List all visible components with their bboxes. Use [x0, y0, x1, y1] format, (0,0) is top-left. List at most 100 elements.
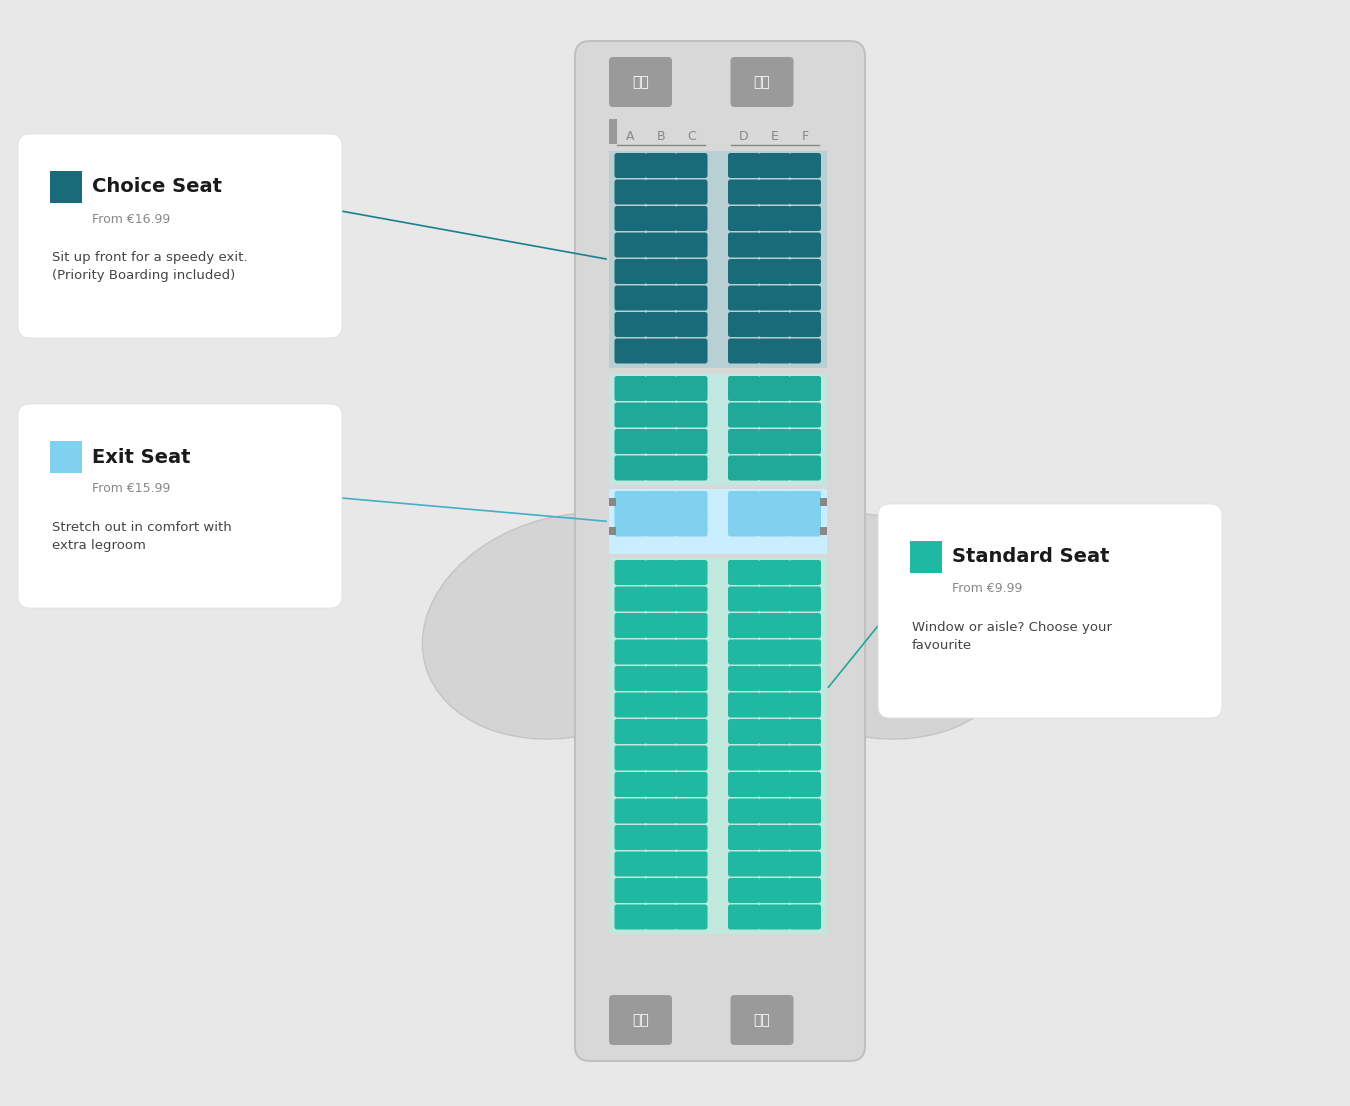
FancyBboxPatch shape — [728, 905, 760, 929]
FancyBboxPatch shape — [759, 429, 791, 453]
FancyBboxPatch shape — [18, 134, 342, 338]
Ellipse shape — [423, 513, 718, 739]
FancyBboxPatch shape — [759, 338, 791, 364]
FancyBboxPatch shape — [728, 403, 760, 428]
FancyBboxPatch shape — [645, 285, 676, 311]
FancyBboxPatch shape — [728, 878, 760, 902]
FancyBboxPatch shape — [609, 498, 616, 507]
FancyBboxPatch shape — [645, 491, 676, 517]
FancyBboxPatch shape — [788, 745, 821, 771]
FancyBboxPatch shape — [675, 456, 707, 480]
FancyBboxPatch shape — [788, 666, 821, 691]
FancyBboxPatch shape — [759, 799, 791, 824]
FancyBboxPatch shape — [614, 905, 647, 929]
FancyBboxPatch shape — [675, 429, 707, 453]
FancyBboxPatch shape — [759, 852, 791, 876]
FancyBboxPatch shape — [759, 825, 791, 851]
FancyBboxPatch shape — [759, 905, 791, 929]
FancyBboxPatch shape — [728, 852, 760, 876]
FancyBboxPatch shape — [645, 232, 676, 258]
Text: ⛹⛹: ⛹⛹ — [753, 1013, 771, 1027]
Text: Window or aisle? Choose your
favourite: Window or aisle? Choose your favourite — [913, 620, 1112, 653]
FancyBboxPatch shape — [788, 259, 821, 284]
FancyBboxPatch shape — [728, 586, 760, 612]
FancyBboxPatch shape — [675, 692, 707, 718]
FancyBboxPatch shape — [728, 719, 760, 744]
FancyBboxPatch shape — [759, 692, 791, 718]
FancyBboxPatch shape — [609, 119, 617, 144]
FancyBboxPatch shape — [675, 745, 707, 771]
FancyBboxPatch shape — [759, 491, 791, 517]
FancyBboxPatch shape — [614, 338, 647, 364]
FancyBboxPatch shape — [728, 825, 760, 851]
FancyBboxPatch shape — [759, 312, 791, 337]
Text: ⛹⛹: ⛹⛹ — [632, 1013, 649, 1027]
FancyBboxPatch shape — [18, 404, 342, 608]
FancyBboxPatch shape — [788, 312, 821, 337]
FancyBboxPatch shape — [788, 511, 821, 536]
FancyBboxPatch shape — [759, 259, 791, 284]
FancyBboxPatch shape — [675, 285, 707, 311]
FancyBboxPatch shape — [759, 666, 791, 691]
FancyBboxPatch shape — [788, 403, 821, 428]
FancyBboxPatch shape — [759, 206, 791, 231]
FancyBboxPatch shape — [788, 692, 821, 718]
FancyBboxPatch shape — [759, 403, 791, 428]
FancyBboxPatch shape — [759, 232, 791, 258]
FancyBboxPatch shape — [759, 153, 791, 178]
FancyBboxPatch shape — [645, 511, 676, 536]
FancyBboxPatch shape — [759, 745, 791, 771]
Text: E: E — [771, 131, 779, 143]
FancyBboxPatch shape — [645, 825, 676, 851]
FancyBboxPatch shape — [645, 613, 676, 638]
FancyBboxPatch shape — [788, 285, 821, 311]
Text: From €15.99: From €15.99 — [92, 482, 170, 495]
FancyBboxPatch shape — [614, 179, 647, 205]
FancyBboxPatch shape — [645, 905, 676, 929]
FancyBboxPatch shape — [614, 692, 647, 718]
FancyBboxPatch shape — [878, 504, 1222, 718]
FancyBboxPatch shape — [759, 586, 791, 612]
Text: ⛹⛹: ⛹⛹ — [753, 75, 771, 88]
FancyBboxPatch shape — [675, 613, 707, 638]
FancyBboxPatch shape — [645, 206, 676, 231]
FancyBboxPatch shape — [614, 799, 647, 824]
FancyBboxPatch shape — [819, 526, 826, 534]
FancyBboxPatch shape — [788, 338, 821, 364]
FancyBboxPatch shape — [788, 376, 821, 401]
FancyBboxPatch shape — [645, 745, 676, 771]
FancyBboxPatch shape — [614, 456, 647, 480]
FancyBboxPatch shape — [614, 772, 647, 797]
FancyBboxPatch shape — [759, 719, 791, 744]
FancyBboxPatch shape — [675, 403, 707, 428]
FancyBboxPatch shape — [675, 905, 707, 929]
FancyBboxPatch shape — [728, 491, 760, 517]
FancyBboxPatch shape — [759, 613, 791, 638]
FancyBboxPatch shape — [759, 639, 791, 665]
FancyBboxPatch shape — [675, 312, 707, 337]
FancyBboxPatch shape — [645, 692, 676, 718]
FancyBboxPatch shape — [609, 152, 826, 368]
Text: Choice Seat: Choice Seat — [92, 177, 221, 197]
Text: B: B — [656, 131, 666, 143]
FancyBboxPatch shape — [788, 719, 821, 744]
FancyBboxPatch shape — [675, 232, 707, 258]
FancyBboxPatch shape — [614, 403, 647, 428]
FancyBboxPatch shape — [819, 498, 826, 507]
FancyBboxPatch shape — [645, 852, 676, 876]
FancyBboxPatch shape — [645, 403, 676, 428]
FancyBboxPatch shape — [788, 456, 821, 480]
Text: Sit up front for a speedy exit.
(Priority Boarding included): Sit up front for a speedy exit. (Priorit… — [53, 251, 247, 282]
FancyBboxPatch shape — [728, 666, 760, 691]
Text: D: D — [740, 131, 749, 143]
FancyBboxPatch shape — [728, 232, 760, 258]
FancyBboxPatch shape — [614, 719, 647, 744]
Text: A: A — [626, 131, 634, 143]
FancyBboxPatch shape — [675, 666, 707, 691]
FancyBboxPatch shape — [50, 171, 82, 204]
FancyBboxPatch shape — [788, 852, 821, 876]
FancyBboxPatch shape — [675, 586, 707, 612]
FancyBboxPatch shape — [645, 338, 676, 364]
Text: Stretch out in comfort with
extra legroom: Stretch out in comfort with extra legroo… — [53, 521, 232, 552]
FancyBboxPatch shape — [614, 666, 647, 691]
